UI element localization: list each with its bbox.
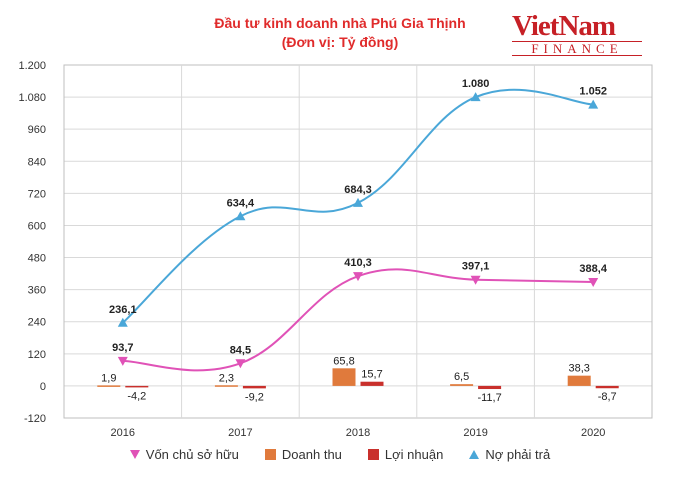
bar-data-label: 1,9	[101, 372, 116, 384]
line-data-label: 684,3	[344, 184, 372, 196]
legend-label: Lợi nhuận	[384, 447, 444, 462]
x-tick-label: 2017	[228, 427, 252, 439]
legend-item-von-chu-so-huu: Vốn chủ sở hữu	[129, 447, 239, 462]
line-point-marker	[117, 317, 128, 327]
plot-frame	[63, 64, 653, 419]
y-tick-label: 1.200	[18, 60, 46, 72]
bar-loi-nhuan	[595, 385, 619, 389]
legend: Vốn chủ sở hữu Doanh thu Lợi nhuận Nợ ph…	[0, 447, 680, 462]
bar-doanh-thu	[97, 385, 121, 387]
y-tick-label: 240	[28, 317, 46, 329]
y-tick-label: 1.080	[18, 92, 46, 104]
legend-label: Doanh thu	[281, 447, 342, 462]
line-data-label: 388,4	[579, 263, 607, 275]
bar-loi-nhuan	[360, 381, 384, 386]
line-data-label: 236,1	[109, 304, 137, 316]
legend-label: Nợ phải trả	[485, 447, 551, 462]
bar-loi-nhuan	[242, 385, 266, 389]
bar-doanh-thu	[567, 375, 591, 386]
x-tick-label: 2016	[111, 427, 135, 439]
bar-loi-nhuan	[125, 385, 149, 388]
y-tick-label: -120	[24, 413, 46, 425]
y-tick-label: 0	[40, 381, 46, 393]
line-data-label: 397,1	[462, 261, 490, 273]
line-data-label: 1.080	[462, 78, 490, 90]
bar-doanh-thu	[214, 385, 238, 387]
legend-marker-square-icon	[367, 449, 379, 460]
y-tick-label: 720	[28, 188, 46, 200]
y-tick-label: 960	[28, 124, 46, 136]
line-data-label: 1.052	[579, 86, 607, 98]
line-point-marker	[588, 278, 599, 288]
bar-doanh-thu	[450, 384, 474, 386]
bar-data-label: 2,3	[219, 372, 234, 384]
line-data-label: 93,7	[112, 342, 133, 354]
y-tick-label: 360	[28, 285, 46, 297]
logo-text-top: VietNam	[512, 10, 616, 42]
bar-data-label: -9,2	[245, 391, 264, 403]
x-tick-label: 2018	[346, 427, 370, 439]
bar-doanh-thu	[332, 368, 356, 386]
legend-item-doanh-thu: Doanh thu	[264, 447, 342, 462]
x-tick-label: 2019	[463, 427, 487, 439]
bar-data-label: 6,5	[454, 371, 469, 383]
y-tick-label: 120	[28, 349, 46, 361]
y-tick-label: 840	[28, 156, 46, 168]
bar-data-label: -4,2	[127, 390, 146, 402]
line-data-label: 634,4	[227, 197, 255, 209]
legend-item-no-phai-tra: Nợ phải trả	[469, 447, 550, 462]
bar-data-label: -11,7	[477, 392, 501, 404]
bar-data-label: -8,7	[598, 391, 617, 403]
line-point-marker	[470, 275, 481, 285]
chart-subtitle: (Đơn vị: Tỷ đồng)	[281, 34, 399, 50]
legend-marker-square-icon	[264, 449, 276, 460]
legend-marker-triangle-up-icon	[469, 450, 480, 459]
line-von-chu-so-huu	[122, 268, 594, 372]
legend-label: Vốn chủ sở hữu	[145, 447, 239, 462]
y-tick-label: 480	[28, 253, 46, 265]
line-point-marker	[470, 92, 481, 102]
logo-text-bottom: FINANCE	[512, 41, 642, 56]
line-data-label: 84,5	[230, 344, 251, 356]
bar-data-label: 15,7	[361, 369, 382, 381]
bar-data-label: 38,3	[568, 363, 589, 375]
bar-loi-nhuan	[478, 385, 502, 390]
x-tick-label: 2020	[581, 427, 605, 439]
line-data-label: 410,3	[344, 257, 372, 269]
line-point-marker	[353, 197, 363, 207]
line-point-marker	[353, 272, 363, 282]
line-point-marker	[588, 99, 599, 109]
legend-marker-triangle-down-icon	[129, 450, 140, 459]
line-point-marker	[235, 211, 246, 221]
chart-title: Đầu tư kinh doanh nhà Phú Gia Thịnh	[214, 15, 466, 31]
line-point-marker	[235, 359, 246, 369]
y-tick-label: 600	[28, 220, 46, 232]
vietnam-finance-logo: VietNam FINANCE	[512, 12, 642, 56]
legend-item-loi-nhuan: Lợi nhuận	[367, 447, 444, 462]
bar-data-label: 65,8	[333, 355, 354, 367]
line-point-marker	[117, 356, 128, 366]
